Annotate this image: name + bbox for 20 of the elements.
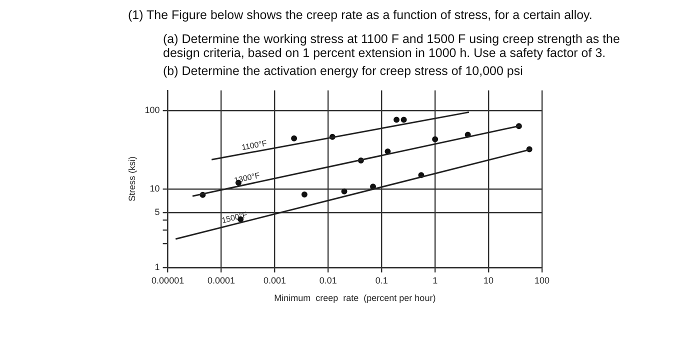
text: (a) Determine the working stress at 1100 F and 1500 F using creep strength as the design criteria, based on 1 percent extension in 1000 h. Use a safety factor of 3. (163, 32, 621, 60)
y-tick-label: 100 (144, 104, 160, 115)
text: 1500°F (220, 210, 248, 226)
y-tick-label: 10 (150, 183, 160, 194)
x-tick-label: 10 (484, 275, 494, 286)
y-axis-title: Stress (ksi) (126, 156, 137, 202)
x-tick-label: 0.0001 (208, 275, 236, 286)
text: (b) Determine the activation energy for creep stress of 10,000 psi (163, 64, 524, 78)
x-tick-label: 0.001 (263, 275, 286, 286)
x-tick-label: 0.01 (319, 275, 337, 286)
x-tick-label: 0.00001 (152, 275, 184, 286)
text: 1300°F (233, 170, 261, 186)
x-tick-label: 100 (534, 275, 550, 286)
chart-title: (1) The Figure below shows the creep rate as a function of stress, for a certain alloy. (127, 8, 594, 22)
x-tick-label: 1 (432, 275, 438, 286)
y-tick-label: 5 (154, 207, 160, 218)
x-axis-title: Minimum creep rate (percent per hour) (274, 293, 436, 304)
y-tick-label: 1 (154, 262, 160, 272)
text: 1100°F (240, 138, 268, 152)
x-tick-label: 0.1 (375, 275, 388, 286)
